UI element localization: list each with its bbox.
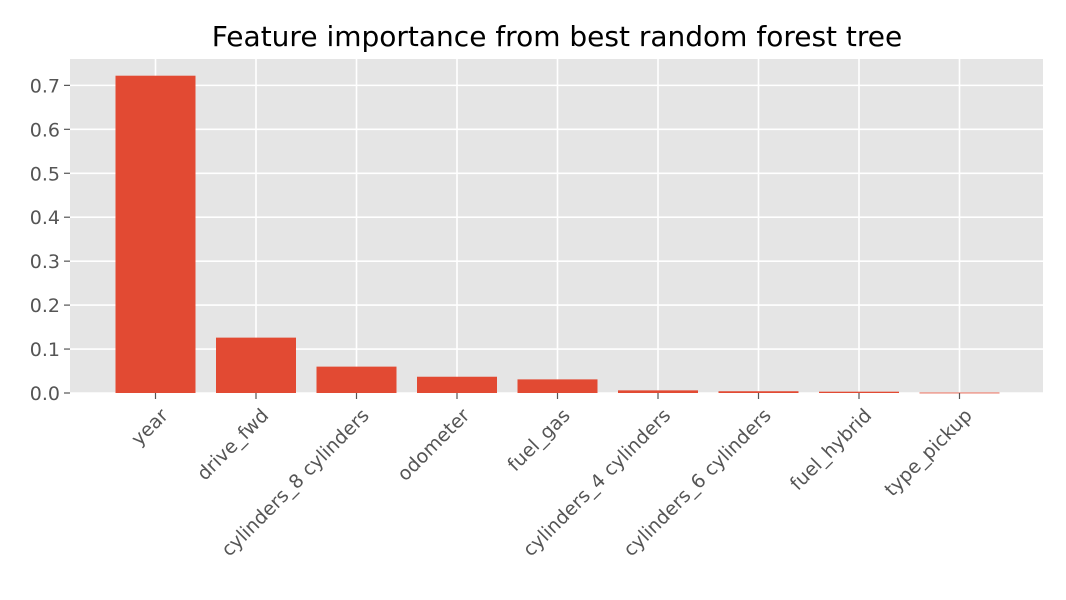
bar-cylinders-8-cylinders — [316, 366, 397, 393]
y-axis-ticks: 0.0 0.1 0.2 0.3 0.4 0.5 0.6 0.7 — [30, 75, 70, 405]
y-tick-label: 0.5 — [30, 163, 60, 185]
chart-title: Feature importance from best random fore… — [212, 20, 903, 53]
x-tick-label: drive_fwd — [193, 405, 273, 485]
y-tick-label: 0.4 — [30, 207, 60, 229]
y-tick-label: 0.3 — [30, 251, 60, 273]
bar-odometer — [417, 376, 497, 393]
bar-fuel-gas — [517, 379, 598, 393]
x-tick-label: type_pickup — [880, 405, 976, 501]
y-tick-label: 0.2 — [30, 295, 60, 317]
x-tick-label: odometer — [393, 404, 474, 485]
bar-cylinders-6-cylinders — [718, 391, 799, 393]
bar-fuel-hybrid — [819, 391, 899, 393]
x-tick-label: year — [127, 404, 173, 450]
bar-cylinders-4-cylinders — [618, 390, 698, 393]
x-tick-label: fuel_hybrid — [786, 405, 876, 495]
plot-area — [70, 59, 1043, 393]
y-tick-label: 0.1 — [30, 339, 60, 361]
bar-type-pickup — [919, 392, 1000, 394]
grid — [70, 59, 1043, 394]
y-tick-label: 0.0 — [30, 383, 60, 405]
bar-drive-fwd — [216, 337, 296, 393]
x-tick-label: fuel_gas — [503, 405, 574, 476]
bar-year — [115, 75, 196, 393]
y-tick-label: 0.6 — [30, 119, 60, 141]
bars — [115, 75, 1000, 394]
y-tick-label: 0.7 — [30, 75, 60, 97]
